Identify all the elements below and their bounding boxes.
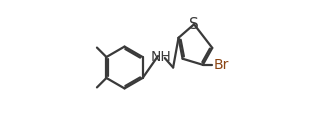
Text: NH: NH (151, 50, 171, 64)
Text: S: S (189, 17, 199, 32)
Text: Br: Br (214, 58, 230, 72)
